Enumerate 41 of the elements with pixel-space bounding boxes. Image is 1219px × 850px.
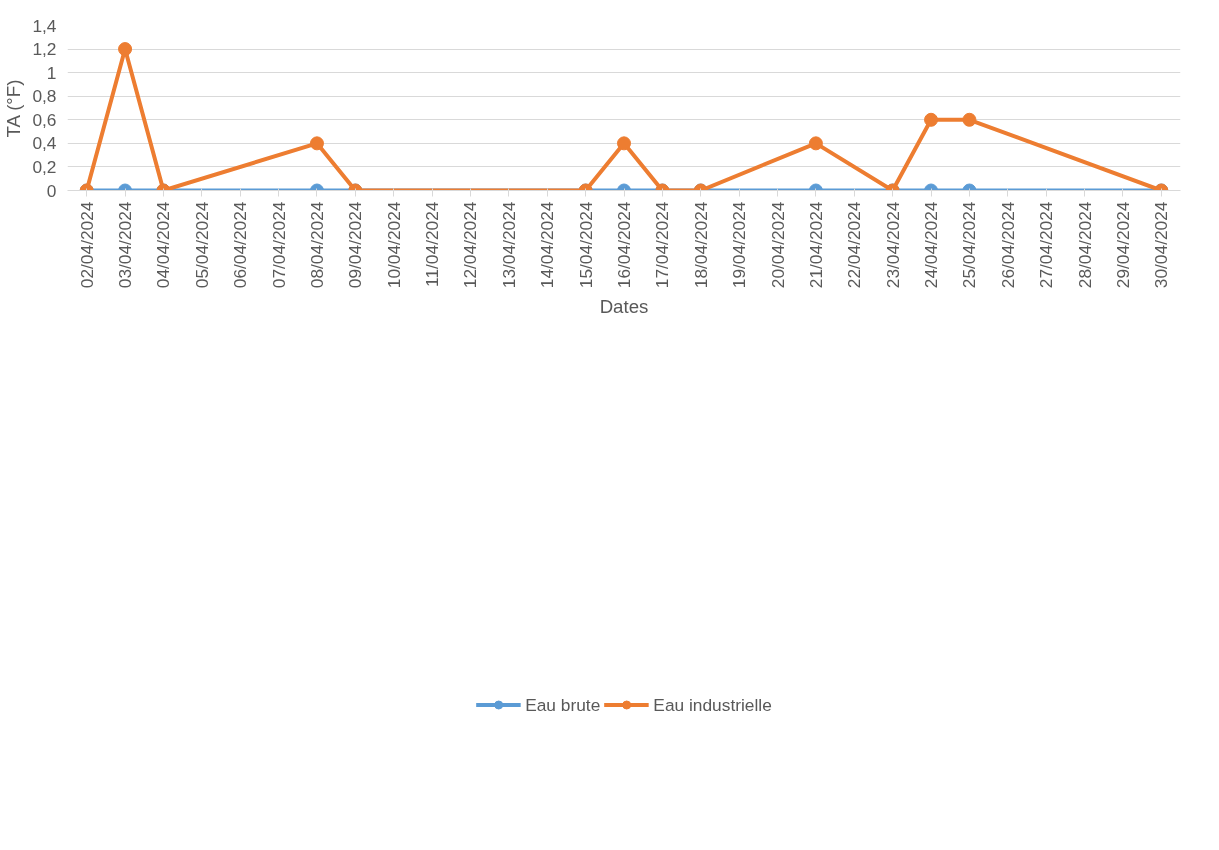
x-tick-label: 03/04/2024 (115, 201, 136, 289)
x-tick-label: 18/04/2024 (690, 201, 711, 289)
y-tick-label: 0,4 (32, 133, 57, 154)
x-tick-label: 24/04/2024 (921, 201, 942, 289)
x-tick-label: 30/04/2024 (1151, 201, 1172, 289)
legend-label: Eau industrielle (653, 694, 772, 716)
y-tick-label: 0 (46, 180, 57, 201)
x-tick-label: 28/04/2024 (1074, 201, 1095, 289)
y-tick-label: 0,2 (32, 156, 57, 177)
x-tick-label: 13/04/2024 (498, 201, 519, 289)
y-tick-label: 0,6 (32, 109, 57, 130)
x-tick-label: 04/04/2024 (153, 201, 174, 289)
legend-label: Eau brute (525, 694, 601, 716)
y-tick-label: 0,8 (32, 86, 57, 107)
x-tick-label: 11/04/2024 (422, 201, 443, 287)
y-tick-label: 1,2 (32, 39, 57, 60)
x-tick-label: 14/04/2024 (537, 201, 558, 289)
x-tick-label: 27/04/2024 (1036, 201, 1057, 289)
x-tick-label: 10/04/2024 (383, 201, 404, 289)
x-tick-label: 06/04/2024 (230, 201, 251, 289)
x-tick-label: 07/04/2024 (268, 201, 289, 289)
x-tick-label: 22/04/2024 (844, 201, 865, 289)
x-tick-label: 29/04/2024 (1112, 201, 1133, 289)
x-tick-label: 08/04/2024 (306, 201, 327, 289)
x-tick-label: 09/04/2024 (345, 201, 366, 289)
y-axis-title: TA (°F) (3, 79, 25, 138)
x-tick-label: 12/04/2024 (460, 201, 481, 289)
x-tick-label: 15/04/2024 (575, 201, 596, 289)
y-tick-label: 1,4 (32, 15, 57, 36)
x-tick-label: 23/04/2024 (882, 201, 903, 289)
x-tick-label: 02/04/2024 (76, 201, 97, 289)
x-tick-label: 20/04/2024 (767, 201, 788, 289)
x-tick-label: 26/04/2024 (997, 201, 1018, 289)
x-tick-label: 19/04/2024 (729, 201, 750, 289)
y-tick-label: 1 (46, 62, 57, 83)
x-tick-label: 25/04/2024 (959, 201, 980, 289)
x-tick-label: 17/04/2024 (652, 201, 673, 289)
x-tick-label: 16/04/2024 (614, 201, 634, 289)
x-tick-label: 05/04/2024 (191, 201, 212, 289)
x-axis-title: Dates (599, 296, 649, 318)
x-tick-label: 21/04/2024 (805, 201, 826, 289)
